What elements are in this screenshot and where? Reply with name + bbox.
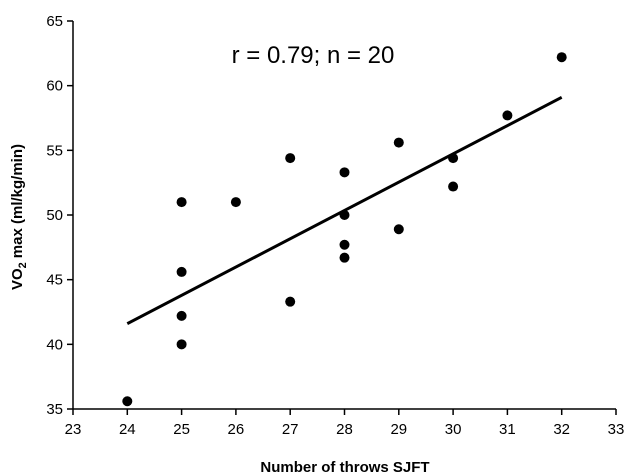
y-tick-label: 40 [46, 336, 63, 353]
y-axis-label-subscript: 2 [17, 262, 29, 268]
data-points [122, 52, 567, 407]
data-point [393, 224, 404, 235]
data-point [502, 110, 513, 121]
data-point [285, 153, 296, 164]
x-axis [72, 408, 617, 415]
y-tick-label: 65 [46, 13, 63, 30]
x-tick-label: 27 [282, 421, 299, 438]
y-axis-label: VO2 max (ml/kg/min) [9, 144, 29, 290]
x-tick-label: 29 [390, 421, 407, 438]
data-point [285, 296, 296, 307]
x-tick-label: 23 [65, 421, 82, 438]
data-point [393, 137, 404, 148]
data-point [230, 197, 241, 208]
y-axis [67, 20, 74, 410]
y-tick-labels: 35 40 45 50 55 60 65 [46, 13, 63, 418]
data-point [556, 52, 567, 63]
y-axis-label-prefix: VO [9, 268, 26, 290]
x-tick-label: 32 [553, 421, 570, 438]
x-tick-label: 24 [119, 421, 136, 438]
data-point [448, 153, 459, 164]
x-tick-label: 31 [499, 421, 516, 438]
data-point [339, 239, 350, 250]
x-tick-label: 28 [336, 421, 353, 438]
correlation-annotation: r = 0.79; n = 20 [232, 42, 395, 69]
y-tick-label: 35 [46, 401, 63, 418]
x-tick-label: 26 [228, 421, 245, 438]
x-axis-label: Number of throws SJFT [260, 459, 429, 476]
x-tick-label: 30 [445, 421, 462, 438]
data-point [176, 266, 187, 277]
y-tick-label: 60 [46, 78, 63, 95]
data-point [339, 167, 350, 178]
x-tick-label: 33 [608, 421, 625, 438]
data-point [176, 339, 187, 350]
x-tick-label: 25 [173, 421, 190, 438]
y-axis-label-suffix: max (ml/kg/min) [9, 144, 26, 258]
data-point [339, 210, 350, 220]
data-point [176, 197, 187, 208]
y-tick-label: 50 [46, 207, 63, 224]
data-point [448, 181, 459, 192]
data-point [176, 310, 187, 321]
data-point [339, 252, 350, 263]
y-tick-label: 55 [46, 142, 63, 159]
x-tick-labels: 23 24 25 26 27 28 29 30 31 32 33 [65, 421, 625, 438]
y-tick-label: 45 [46, 272, 63, 289]
data-point [122, 396, 133, 407]
